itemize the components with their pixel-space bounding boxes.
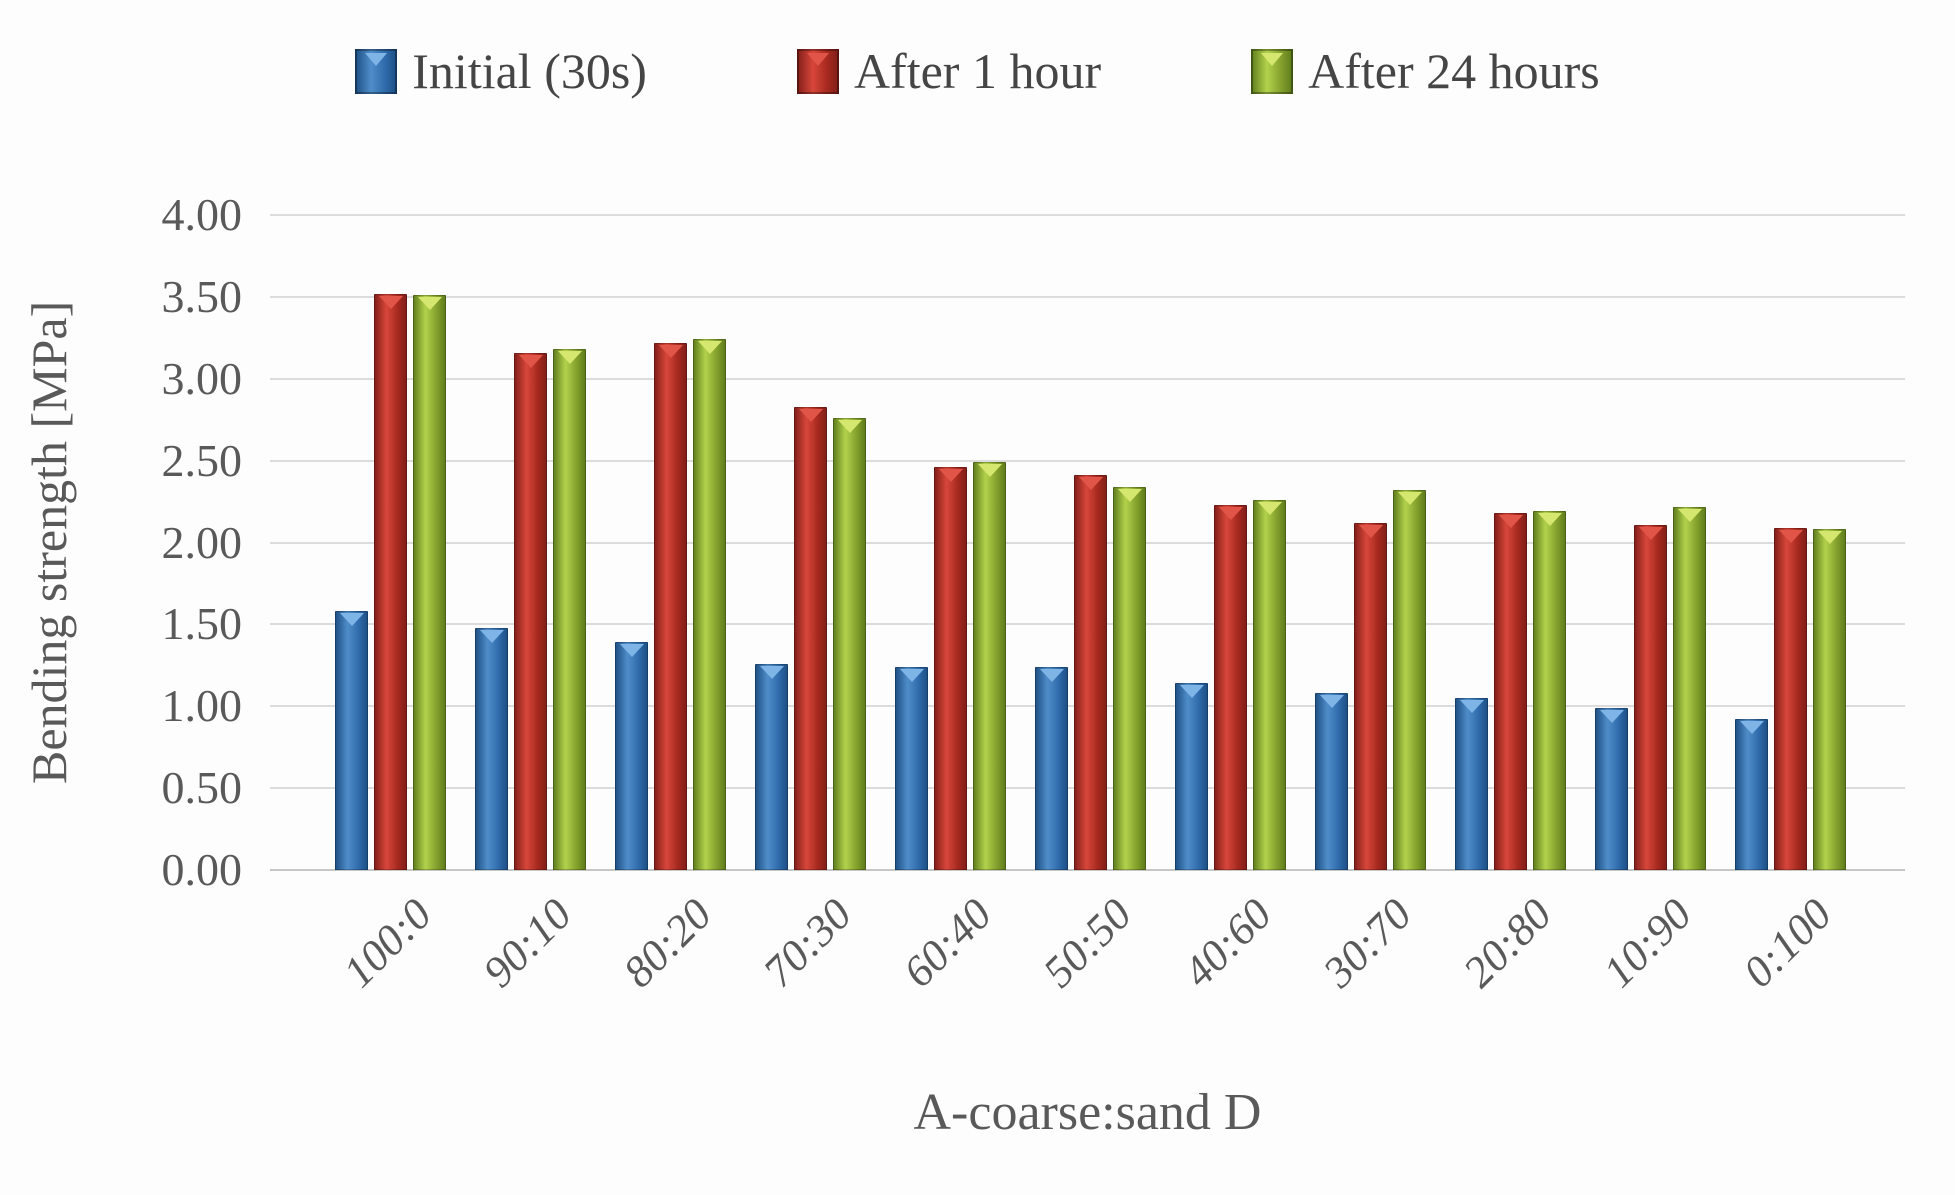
bar-cap-icon [417, 297, 442, 311]
bar-cap-icon [557, 351, 582, 365]
bar-after-24-hours-0-100 [1813, 529, 1846, 870]
bar-after-1-hour-20-80 [1494, 513, 1527, 870]
bar-cap-icon [1397, 492, 1422, 506]
gridline [270, 295, 1905, 298]
bar-cap-icon [619, 644, 644, 658]
bar-cap-icon [798, 408, 823, 422]
y-tick-label: 4.00 [161, 189, 243, 240]
y-tick-label: 1.00 [161, 680, 243, 732]
bar-after-1-hour-30-70 [1354, 522, 1387, 870]
gridline [270, 377, 1905, 380]
legend-item-initial-30s: Initial (30s) [355, 46, 647, 96]
bar-cap-icon [378, 295, 403, 309]
legend-label: After 1 hour [853, 43, 1102, 99]
y-tick-label: 3.00 [161, 352, 243, 404]
bar-after-24-hours-60-40 [973, 462, 1006, 870]
legend-item-after-24-hours: After 24 hours [1251, 46, 1600, 96]
bar-after-24-hours-40-60 [1253, 499, 1286, 870]
bar-cap-icon [1537, 513, 1562, 527]
bar-after-24-hours-50-50 [1113, 486, 1146, 870]
bar-cap-icon [1498, 515, 1523, 528]
bar-cap-icon [837, 420, 862, 434]
y-tick-label: 3.50 [161, 270, 243, 322]
bar-initial-30s-100-0 [335, 611, 368, 870]
bar-after-1-hour-60-40 [934, 467, 967, 870]
bar-initial-30s-60-40 [895, 666, 928, 870]
bar-cap-icon [1638, 526, 1663, 540]
bar-initial-30s-0-100 [1735, 719, 1768, 870]
bar-cap-icon [1179, 685, 1204, 699]
bar-after-24-hours-100-0 [413, 295, 446, 870]
legend-marker-initial-30s-icon [355, 48, 398, 94]
bar-cap-icon [518, 354, 543, 368]
bar-after-24-hours-80-20 [693, 339, 726, 870]
bar-after-24-hours-30-70 [1393, 490, 1426, 870]
bar-after-1-hour-10-90 [1634, 524, 1667, 870]
bar-cap-icon [759, 665, 784, 679]
bar-cap-icon [1778, 529, 1803, 543]
legend-marker-notch-icon [365, 52, 388, 66]
plot-area [270, 214, 1905, 871]
bar-initial-30s-80-20 [615, 642, 648, 870]
bar-initial-30s-90-10 [475, 627, 508, 870]
y-tick-label: 1.50 [161, 598, 243, 650]
bar-cap-icon [1117, 488, 1142, 502]
bar-after-1-hour-80-20 [654, 342, 687, 870]
legend-marker-after-1-hour-icon [796, 48, 839, 94]
legend-label: After 24 hours [1308, 43, 1600, 99]
bar-initial-30s-70-30 [755, 663, 788, 870]
bar-cap-icon [339, 613, 364, 627]
bar-cap-icon [899, 668, 924, 682]
gridline [270, 214, 1905, 216]
bar-after-24-hours-90-10 [553, 349, 586, 870]
y-tick-label: 2.00 [161, 516, 243, 568]
bar-cap-icon [938, 469, 963, 483]
bar-cap-icon [1677, 508, 1702, 522]
bar-cap-icon [479, 629, 504, 643]
bar-after-1-hour-50-50 [1074, 475, 1107, 870]
bar-initial-30s-20-80 [1455, 698, 1488, 870]
chart-legend: Initial (30s) After 1 hour After 24 hours [0, 46, 1955, 96]
bar-after-24-hours-70-30 [833, 418, 866, 870]
bar-cap-icon [1257, 501, 1282, 515]
bar-cap-icon [1599, 709, 1624, 723]
x-axis-title: A-coarse:sand D [913, 1084, 1262, 1141]
y-tick-label: 0.00 [161, 844, 243, 895]
bar-cap-icon [1739, 721, 1764, 735]
bar-after-1-hour-90-10 [514, 352, 547, 870]
bar-after-1-hour-0-100 [1774, 527, 1807, 870]
legend-marker-after-24-hours-icon [1251, 48, 1294, 94]
y-tick-label: 0.50 [161, 762, 243, 814]
bar-after-24-hours-10-90 [1673, 506, 1706, 870]
bar-after-1-hour-40-60 [1214, 504, 1247, 870]
bar-cap-icon [697, 341, 722, 355]
bar-cap-icon [1319, 695, 1344, 709]
bar-cap-icon [1039, 668, 1064, 682]
gridline [270, 459, 1905, 462]
bar-initial-30s-30-70 [1315, 693, 1348, 870]
bar-cap-icon [1459, 700, 1484, 714]
bar-cap-icon [1218, 506, 1243, 520]
legend-label: Initial (30s) [412, 43, 647, 99]
x-axis-baseline [270, 869, 1905, 871]
legend-marker-notch-icon [1261, 52, 1284, 66]
bar-initial-30s-10-90 [1595, 707, 1628, 870]
y-tick-label: 2.50 [161, 434, 243, 486]
legend-item-after-1-hour: After 1 hour [796, 43, 1102, 99]
bar-after-1-hour-100-0 [374, 293, 407, 870]
bar-initial-30s-50-50 [1035, 666, 1068, 870]
bar-cap-icon [1078, 477, 1103, 491]
bar-after-24-hours-20-80 [1533, 511, 1566, 870]
bar-cap-icon [977, 464, 1002, 478]
bar-after-1-hour-70-30 [794, 406, 827, 870]
bar-cap-icon [658, 344, 683, 358]
bar-initial-30s-40-60 [1175, 683, 1208, 870]
bar-cap-icon [1358, 524, 1383, 538]
bar-cap-icon [1817, 531, 1842, 545]
legend-marker-notch-icon [806, 52, 829, 66]
